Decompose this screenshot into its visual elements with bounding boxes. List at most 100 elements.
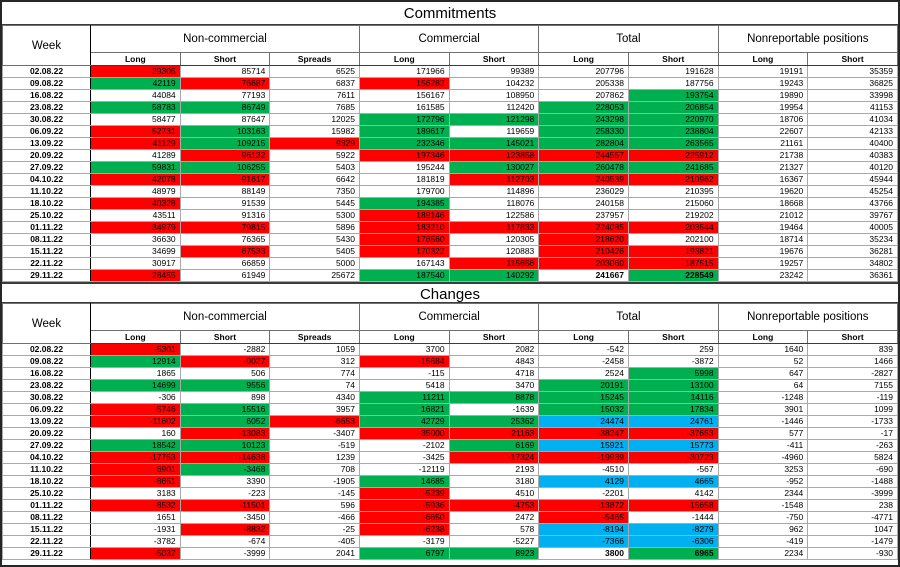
value-cell[interactable]: 171966: [358, 65, 450, 78]
week-cell[interactable]: 15.11.22: [2, 245, 91, 258]
value-cell[interactable]: 9329: [269, 137, 360, 150]
value-cell[interactable]: 22607: [717, 125, 809, 138]
value-cell[interactable]: -4753: [448, 499, 540, 512]
value-cell[interactable]: 5403: [269, 161, 360, 174]
value-cell[interactable]: 25362: [448, 415, 540, 428]
value-cell[interactable]: -1479: [807, 535, 898, 548]
value-cell[interactable]: 12914: [90, 355, 181, 368]
value-cell[interactable]: -3999: [807, 487, 898, 500]
value-cell[interactable]: 197346: [358, 149, 450, 162]
week-cell[interactable]: 01.11.22: [2, 221, 91, 234]
value-cell[interactable]: 120883: [448, 245, 540, 258]
value-cell[interactable]: -4771: [807, 511, 898, 524]
week-cell[interactable]: 23.08.22: [2, 101, 91, 114]
value-cell[interactable]: 4665: [627, 475, 719, 488]
value-cell[interactable]: 4718: [448, 367, 540, 380]
value-cell[interactable]: 39767: [807, 209, 898, 222]
value-cell[interactable]: 40005: [807, 221, 898, 234]
value-cell[interactable]: 44084: [90, 89, 181, 102]
value-cell[interactable]: -2827: [807, 367, 898, 380]
value-cell[interactable]: 18706: [717, 113, 809, 126]
value-cell[interactable]: 2524: [538, 367, 629, 380]
value-cell[interactable]: 236029: [538, 185, 629, 198]
value-cell[interactable]: 240539: [538, 173, 629, 186]
value-cell[interactable]: 77193: [179, 89, 271, 102]
value-cell[interactable]: 12025: [269, 113, 360, 126]
value-cell[interactable]: 36281: [807, 245, 898, 258]
value-cell[interactable]: 3700: [358, 343, 450, 356]
value-cell[interactable]: -1248: [717, 391, 809, 404]
value-cell[interactable]: 117833: [448, 221, 540, 234]
value-cell[interactable]: -30723: [627, 451, 719, 464]
value-cell[interactable]: -5227: [448, 535, 540, 548]
week-cell[interactable]: 27.09.22: [2, 161, 91, 174]
week-cell[interactable]: 09.08.22: [2, 77, 91, 90]
value-cell[interactable]: -17324: [448, 451, 540, 464]
value-cell[interactable]: 2472: [448, 511, 540, 524]
value-cell[interactable]: -750: [717, 511, 809, 524]
week-cell[interactable]: 16.08.22: [2, 367, 91, 380]
value-cell[interactable]: -3999: [179, 547, 271, 560]
value-cell[interactable]: -37653: [627, 427, 719, 440]
value-cell[interactable]: 43511: [90, 209, 181, 222]
value-cell[interactable]: 16821: [358, 403, 450, 416]
value-cell[interactable]: 210962: [627, 173, 719, 186]
value-cell[interactable]: 160: [90, 427, 181, 440]
value-cell[interactable]: -9027: [179, 355, 271, 368]
value-cell[interactable]: 238: [807, 499, 898, 512]
value-cell[interactable]: 506: [179, 367, 271, 380]
value-cell[interactable]: 1651: [90, 511, 181, 524]
value-cell[interactable]: 15516: [179, 403, 271, 416]
value-cell[interactable]: 17834: [627, 403, 719, 416]
value-cell[interactable]: -8532: [90, 499, 181, 512]
week-cell[interactable]: 18.10.22: [2, 475, 91, 488]
value-cell[interactable]: 16367: [717, 173, 809, 186]
value-cell[interactable]: 34802: [807, 257, 898, 270]
value-cell[interactable]: 156282: [358, 77, 450, 90]
value-cell[interactable]: 28455: [90, 269, 181, 282]
value-cell[interactable]: 58477: [90, 113, 181, 126]
value-cell[interactable]: 5896: [269, 221, 360, 234]
value-cell[interactable]: 207796: [538, 65, 629, 78]
value-cell[interactable]: -542: [538, 343, 629, 356]
value-cell[interactable]: 42078: [90, 173, 181, 186]
value-cell[interactable]: -1488: [807, 475, 898, 488]
value-cell[interactable]: 67533: [179, 245, 271, 258]
value-cell[interactable]: 258330: [538, 125, 629, 138]
value-cell[interactable]: -3872: [627, 355, 719, 368]
value-cell[interactable]: -5037: [90, 547, 181, 560]
value-cell[interactable]: -19939: [538, 451, 629, 464]
week-cell[interactable]: 11.10.22: [2, 463, 91, 476]
value-cell[interactable]: -35000: [358, 427, 450, 440]
value-cell[interactable]: 312: [269, 355, 360, 368]
value-cell[interactable]: 205338: [538, 77, 629, 90]
value-cell[interactable]: 15982: [269, 125, 360, 138]
value-cell[interactable]: 21738: [717, 149, 809, 162]
value-cell[interactable]: 243298: [538, 113, 629, 126]
value-cell[interactable]: 10123: [179, 439, 271, 452]
value-cell[interactable]: -17753: [90, 451, 181, 464]
value-cell[interactable]: -7366: [538, 535, 629, 548]
value-cell[interactable]: -5936: [358, 499, 450, 512]
value-cell[interactable]: -3468: [179, 463, 271, 476]
value-cell[interactable]: 9556: [179, 379, 271, 392]
value-cell[interactable]: 36361: [807, 269, 898, 282]
value-cell[interactable]: -5301: [90, 343, 181, 356]
value-cell[interactable]: 112703: [448, 173, 540, 186]
value-cell[interactable]: 2082: [448, 343, 540, 356]
value-cell[interactable]: 52731: [90, 125, 181, 138]
value-cell[interactable]: 3390: [179, 475, 271, 488]
value-cell[interactable]: 2041: [269, 547, 360, 560]
value-cell[interactable]: 5300: [269, 209, 360, 222]
value-cell[interactable]: 156167: [358, 89, 450, 102]
value-cell[interactable]: 121298: [448, 113, 540, 126]
value-cell[interactable]: 207862: [538, 89, 629, 102]
value-cell[interactable]: 238804: [627, 125, 719, 138]
value-cell[interactable]: 29305: [90, 65, 181, 78]
value-cell[interactable]: 85714: [179, 65, 271, 78]
value-cell[interactable]: 35234: [807, 233, 898, 246]
value-cell[interactable]: 219202: [627, 209, 719, 222]
value-cell[interactable]: 24474: [538, 415, 629, 428]
value-cell[interactable]: 189617: [358, 125, 450, 138]
value-cell[interactable]: 194385: [358, 197, 450, 210]
